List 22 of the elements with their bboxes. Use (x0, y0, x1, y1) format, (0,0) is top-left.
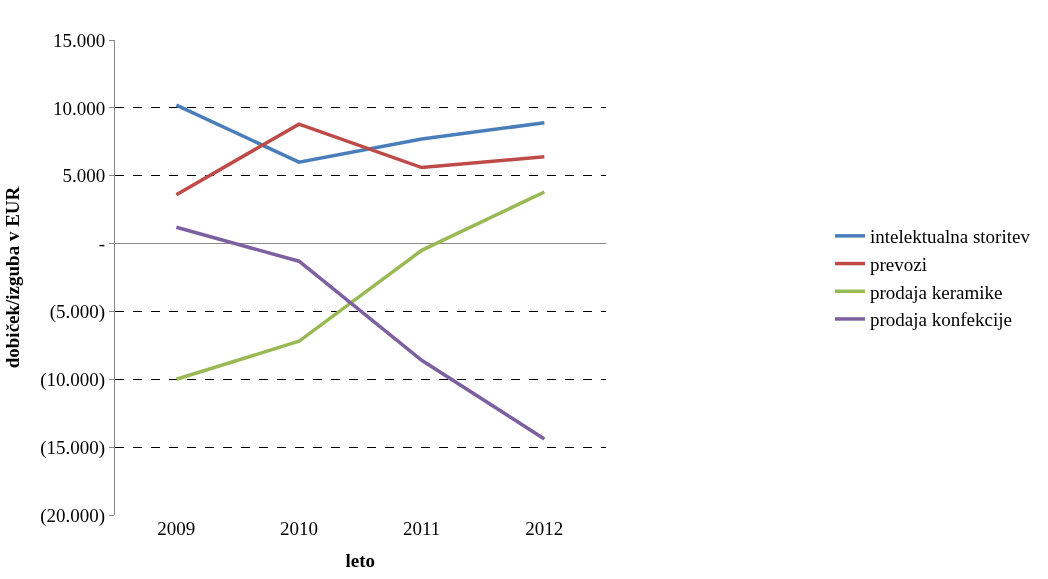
x-tick-label: 2012 (525, 518, 564, 539)
y-tick-label: (5.000) (49, 301, 106, 324)
y-tick-label: (10.000) (40, 368, 106, 391)
legend-label: prevozi (870, 253, 927, 275)
line-series (174, 122, 547, 197)
y-tick-label: (15.000) (40, 436, 106, 459)
y-tick-label: - (98, 233, 106, 255)
line-series (174, 103, 547, 164)
x-tick-label: 2009 (157, 518, 196, 539)
legend-label: intelektualna storitev (870, 226, 1031, 248)
y-axis-title: dobiček/izguba v EUR (2, 186, 24, 369)
y-tick-label: 5.000 (62, 165, 106, 187)
y-tick-label: 15.000 (52, 29, 106, 51)
y-tick-label: (20.000) (40, 504, 106, 527)
legend-label: prodaja keramike (870, 281, 1003, 303)
legend-label: prodaja konfekcije (870, 309, 1012, 331)
line-series (174, 225, 547, 441)
x-tick-label: 2010 (280, 518, 319, 539)
x-axis-title: leto (345, 549, 376, 571)
x-tick-label: 2011 (403, 518, 441, 539)
line-series (174, 190, 547, 382)
y-tick-label: 10.000 (52, 97, 106, 119)
